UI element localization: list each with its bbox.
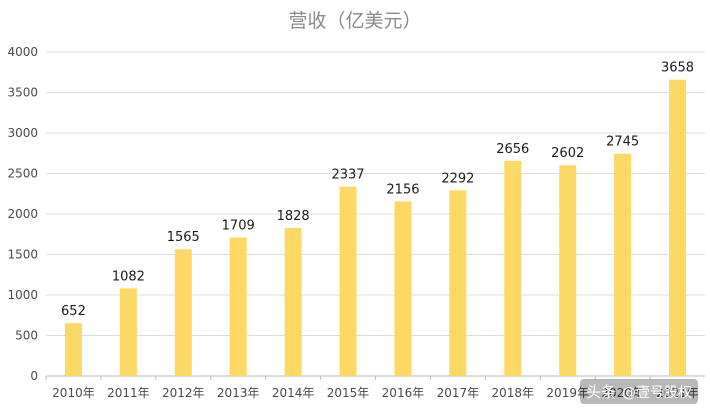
data-label: 2156	[386, 182, 419, 197]
bar	[229, 237, 247, 376]
bar	[64, 323, 82, 376]
bar	[559, 165, 577, 376]
bar	[449, 190, 467, 376]
bar	[119, 288, 137, 376]
y-tick-label: 500	[15, 329, 38, 343]
data-label: 3658	[661, 61, 694, 76]
x-tick-label: 2012年	[162, 386, 205, 400]
y-tick-label: 3500	[7, 86, 38, 100]
bars	[64, 79, 687, 377]
x-tick-label: 2020年	[601, 386, 644, 400]
y-tick-label: 1500	[7, 248, 38, 262]
x-tick-label: 2014年	[272, 386, 315, 400]
x-axis: 2010年 2011年 2012年 2013年 2014年 2015年 2016年 2017年…	[45, 376, 699, 400]
y-tick-label: 4000	[7, 45, 38, 59]
chart-title: 营收（亿美元）	[288, 10, 421, 32]
watermark-handle: @壹号股权	[622, 384, 692, 401]
y-tick-label: 2500	[7, 167, 38, 181]
data-label: 2292	[441, 171, 474, 186]
watermark: 头条 @壹号股权	[579, 379, 698, 404]
bar	[394, 201, 412, 376]
bar	[669, 79, 687, 377]
x-tick-label: 2018年	[492, 386, 535, 400]
x-tick-label: 2013年	[217, 386, 260, 400]
data-labels: 652 1082 1565 1709 1828 2337 2156 2292 2656 2602 2…	[61, 61, 694, 319]
data-label: 1709	[222, 219, 255, 234]
data-label: 2602	[551, 146, 584, 161]
data-label: 652	[61, 304, 86, 319]
data-label: 2656	[496, 142, 529, 157]
bar	[284, 227, 302, 376]
data-label: 1565	[167, 230, 200, 245]
watermark-prefix: 头条	[585, 383, 616, 401]
y-tick-label: 2000	[7, 207, 38, 221]
x-tick-label: 2011年	[107, 386, 150, 400]
x-tick-label: 2021年	[656, 386, 699, 400]
bar	[339, 186, 357, 376]
x-tick-label: 2016年	[382, 386, 425, 400]
y-tick-label: 1000	[7, 288, 38, 302]
bar	[504, 160, 522, 376]
data-label: 2337	[331, 168, 364, 183]
grid-lines	[46, 51, 705, 377]
y-tick-label: 3000	[7, 126, 38, 140]
data-label: 1082	[112, 269, 145, 284]
data-label: 1828	[277, 209, 310, 224]
bar	[174, 249, 192, 376]
x-tick-label: 2015年	[327, 386, 370, 400]
y-axis: 0 500 1000 1500 2000 2500 3000 3500 4000	[7, 45, 38, 383]
x-tick-label: 2010年	[52, 386, 95, 400]
data-label: 2745	[606, 135, 639, 150]
x-tick-label: 2019年	[546, 386, 589, 400]
bar	[614, 153, 632, 376]
x-tick-label: 2017年	[437, 386, 480, 400]
y-tick-label: 0	[30, 369, 38, 383]
